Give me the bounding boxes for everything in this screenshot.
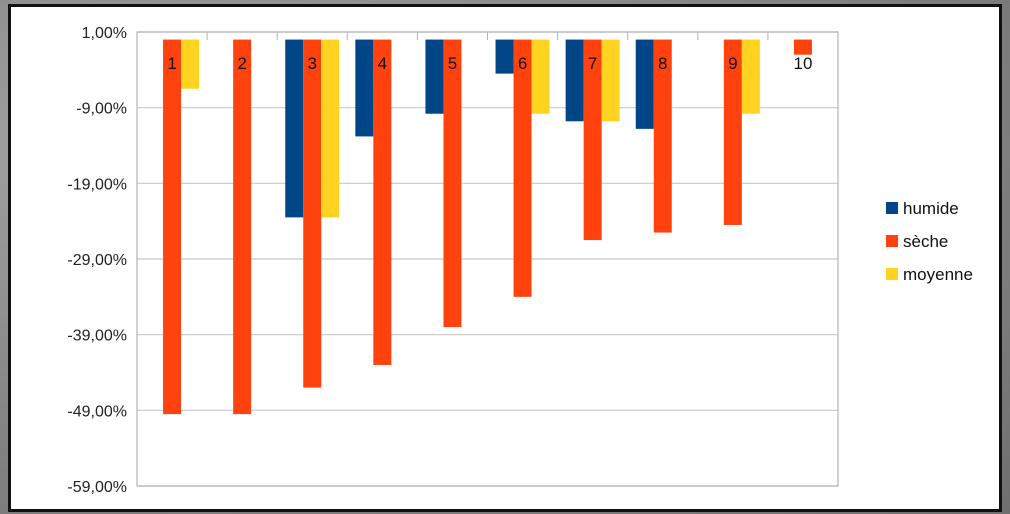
category-label: 10 xyxy=(793,54,812,73)
bar-humide xyxy=(565,39,584,122)
y-tick-label: -29,00% xyxy=(67,252,127,269)
category-label: 2 xyxy=(237,54,246,73)
bar-humide xyxy=(355,39,374,137)
legend-label-sèche: sèche xyxy=(903,232,948,251)
y-tick-label: -19,00% xyxy=(67,176,127,193)
bar-sèche xyxy=(373,39,392,365)
category-label: 1 xyxy=(167,54,176,73)
bar-sèche xyxy=(583,39,602,241)
category-label: 6 xyxy=(518,54,527,73)
bar-sèche xyxy=(303,39,322,388)
bar-humide xyxy=(425,39,444,114)
bar-sèche xyxy=(233,39,252,415)
category-label: 3 xyxy=(308,54,317,73)
bar-moyenne xyxy=(321,39,340,218)
bar-moyenne xyxy=(601,39,620,122)
bar-chart: 1,00% -9,00% -19,00% -29,00% -39,00% -49,00% -… xyxy=(67,25,973,496)
bar-humide xyxy=(495,39,514,74)
bar-sèche xyxy=(793,39,812,55)
bar-sèche xyxy=(513,39,532,297)
bar-sèche xyxy=(443,39,462,328)
category-label: 4 xyxy=(378,54,387,73)
category-label: 9 xyxy=(728,54,737,73)
y-tick-label: -59,00% xyxy=(67,479,127,496)
bar-moyenne xyxy=(531,39,550,114)
bar-sèche xyxy=(163,39,182,415)
bar-humide xyxy=(635,39,654,129)
y-tick-label: 1,00% xyxy=(82,25,127,42)
legend-swatch-humide xyxy=(886,202,898,214)
legend-swatch-sèche xyxy=(886,235,898,247)
category-label: 5 xyxy=(448,54,457,73)
chart-frame: 1,00% -9,00% -19,00% -29,00% -39,00% -49,00% -… xyxy=(8,4,1002,512)
bar-humide xyxy=(285,39,304,218)
bar-moyenne xyxy=(181,39,200,89)
y-tick-label: -39,00% xyxy=(67,328,127,345)
y-tick-label: -9,00% xyxy=(76,101,127,118)
bar-sèche xyxy=(723,39,742,225)
bar-sèche xyxy=(653,39,672,233)
legend-swatch-moyenne xyxy=(886,268,898,280)
legend-label-humide: humide xyxy=(903,199,959,218)
bar-moyenne xyxy=(741,39,760,114)
category-label: 8 xyxy=(658,54,667,73)
category-label: 7 xyxy=(588,54,597,73)
y-tick-label: -49,00% xyxy=(67,403,127,420)
legend-label-moyenne: moyenne xyxy=(903,265,973,284)
